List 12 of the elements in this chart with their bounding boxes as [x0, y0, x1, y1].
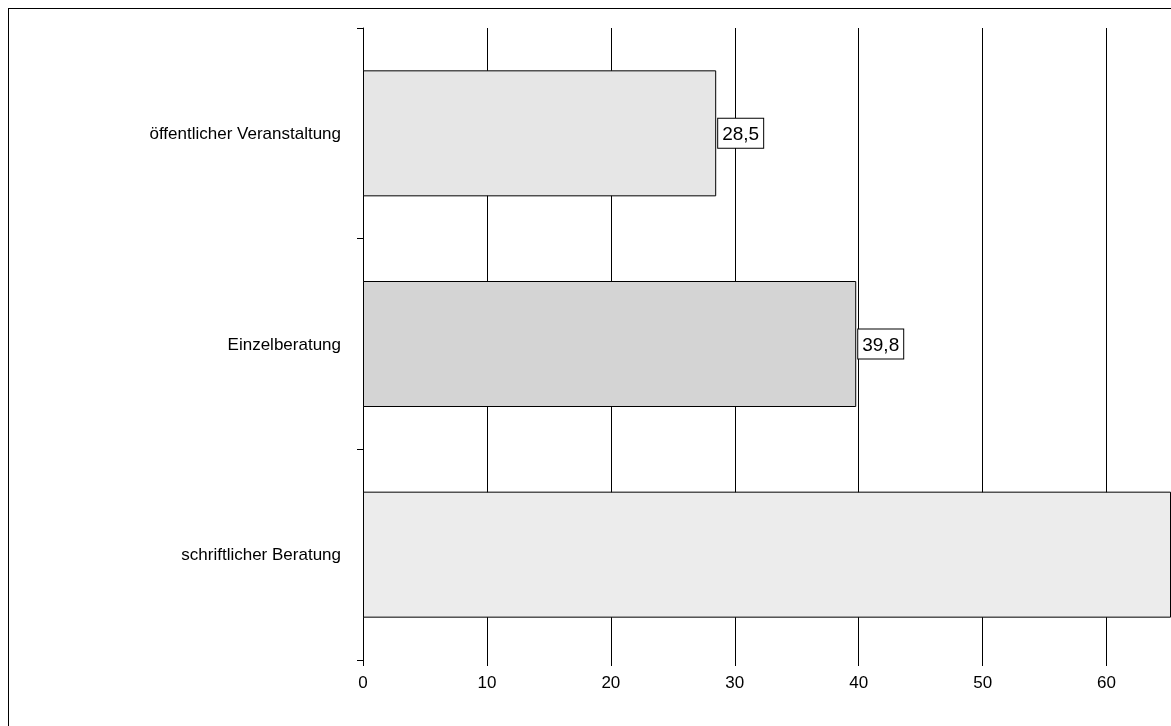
x-tick-label: 0 — [358, 673, 368, 692]
y-tick-label: Einzelberatung — [227, 334, 341, 354]
data-label: 39,8 — [862, 333, 900, 355]
data-label: 28,5 — [722, 122, 760, 144]
x-tick-label: 10 — [477, 673, 497, 692]
x-tick-label: 60 — [1097, 673, 1117, 692]
x-tick-label: 40 — [849, 673, 869, 692]
x-tick-label: 50 — [973, 673, 993, 692]
x-tick-label: 30 — [725, 673, 745, 692]
y-tick-label: öffentlicher Veranstaltung — [149, 123, 341, 143]
y-tick-label: schriftlicher Beratung — [181, 545, 341, 565]
x-tick-label: 20 — [601, 673, 621, 692]
